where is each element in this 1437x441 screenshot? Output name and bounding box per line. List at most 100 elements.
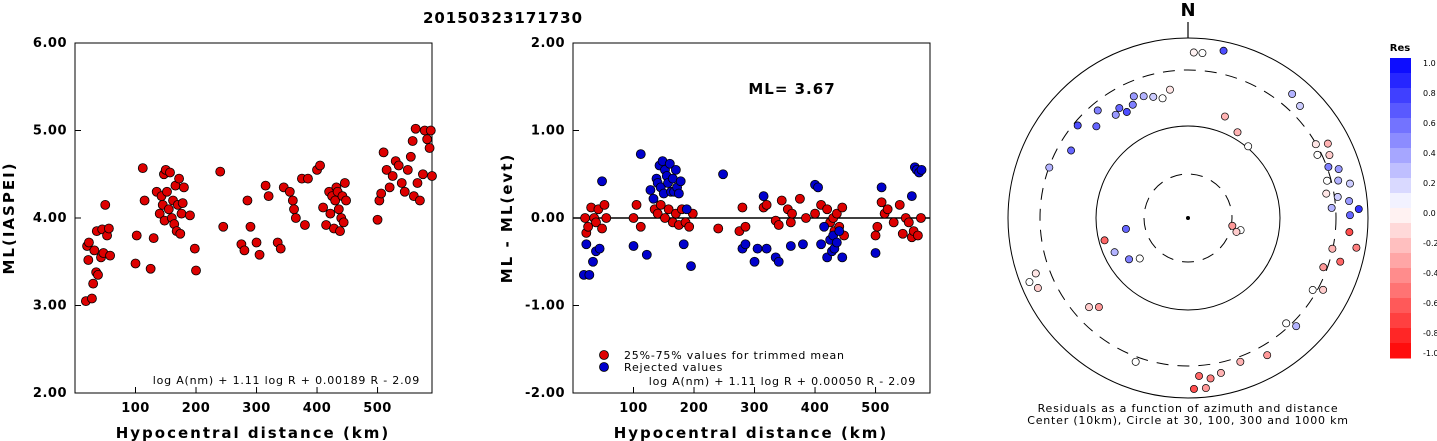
data-point bbox=[425, 125, 436, 136]
data-point bbox=[174, 173, 184, 184]
data-point bbox=[876, 182, 887, 193]
x-tick-label: 300 bbox=[242, 401, 271, 416]
colorbar-cell bbox=[1390, 253, 1411, 269]
data-point bbox=[673, 188, 684, 199]
data-point bbox=[597, 176, 607, 187]
panel1-y-axis-label: ML(IASPEI) bbox=[0, 161, 18, 274]
data-point bbox=[837, 202, 848, 213]
station-point bbox=[1228, 221, 1237, 230]
data-point bbox=[87, 293, 97, 304]
x-tick-label: 300 bbox=[740, 401, 769, 416]
y-tick-label: -1.00 bbox=[525, 299, 565, 314]
data-point bbox=[325, 208, 336, 219]
data-point bbox=[758, 191, 769, 202]
station-point bbox=[1093, 106, 1102, 115]
y-tick-label: 2.00 bbox=[33, 386, 67, 401]
data-point bbox=[773, 220, 784, 230]
station-point bbox=[1327, 204, 1336, 212]
x-tick-label: 100 bbox=[619, 401, 648, 416]
station-point bbox=[1334, 165, 1343, 174]
station-point bbox=[1220, 112, 1229, 121]
data-point bbox=[686, 261, 696, 272]
station-point bbox=[1198, 49, 1207, 57]
data-point bbox=[740, 239, 751, 250]
data-point bbox=[776, 195, 787, 206]
colorbar-cell bbox=[1390, 283, 1411, 299]
data-point bbox=[594, 243, 605, 254]
station-point bbox=[1085, 303, 1093, 312]
colorbar-title: Res bbox=[1390, 43, 1410, 54]
data-point bbox=[822, 204, 833, 215]
station-point bbox=[1319, 263, 1328, 272]
ring-1000km bbox=[1007, 37, 1369, 399]
data-point bbox=[89, 245, 100, 256]
station-point bbox=[1135, 254, 1144, 263]
data-point bbox=[660, 213, 670, 223]
colorbar-ticks: 1.0 0.8 0.6 0.4 0.2 0.0 -0.2 -0.4 -0.6 -0.8 -1.0 bbox=[1423, 59, 1437, 358]
data-point bbox=[872, 221, 883, 232]
x-tick-label: 200 bbox=[680, 401, 709, 416]
data-point bbox=[599, 199, 610, 210]
data-point bbox=[916, 164, 927, 175]
data-point bbox=[189, 243, 200, 254]
panel2-y-axis-label: ML - ML(evt) bbox=[498, 153, 516, 283]
station-point bbox=[1201, 384, 1210, 393]
data-point bbox=[405, 151, 416, 162]
data-point bbox=[816, 239, 826, 250]
y-tick-label: 1.00 bbox=[531, 124, 565, 139]
station-point bbox=[1296, 102, 1304, 110]
station-point bbox=[1322, 189, 1331, 198]
station-point bbox=[1073, 121, 1082, 130]
data-point bbox=[870, 230, 881, 241]
station-point bbox=[1236, 357, 1245, 366]
legend-marker-rejected bbox=[599, 362, 609, 372]
data-point bbox=[635, 221, 646, 232]
station-point bbox=[1323, 139, 1332, 148]
colorbar-tick-label: -0.2 bbox=[1423, 239, 1437, 248]
panel2-x-ticks: 100 200 300 400 500 bbox=[619, 387, 889, 416]
station-point bbox=[1346, 211, 1354, 220]
colorbar-cell bbox=[1390, 118, 1411, 134]
data-point bbox=[287, 195, 298, 206]
data-point bbox=[648, 193, 659, 204]
epicenter-marker bbox=[1186, 216, 1190, 220]
data-point bbox=[93, 269, 103, 280]
data-point bbox=[185, 210, 195, 221]
data-point bbox=[338, 217, 349, 228]
data-point bbox=[737, 202, 748, 213]
data-point bbox=[242, 195, 253, 206]
station-point bbox=[1100, 236, 1109, 245]
colorbar: Res 1.0 0.8 0.6 0.4 0.2 0.0 -0.2 -0.4 -0.6 -0.8 -1… bbox=[1390, 43, 1437, 359]
colorbar-tick-label: 0.4 bbox=[1423, 149, 1436, 158]
data-point bbox=[284, 186, 295, 197]
station-point bbox=[1354, 205, 1363, 214]
panel1-formula: log A(nm) + 1.11 log R + 0.00189 R - 2.0… bbox=[153, 374, 420, 387]
data-point bbox=[303, 173, 313, 184]
data-point bbox=[787, 208, 797, 219]
data-point bbox=[245, 221, 256, 232]
station-point bbox=[1263, 351, 1272, 360]
colorbar-cell bbox=[1390, 313, 1411, 329]
colorbar-cell bbox=[1390, 298, 1411, 314]
station-point bbox=[1319, 285, 1328, 294]
station-point bbox=[1336, 257, 1345, 266]
data-point bbox=[675, 176, 686, 187]
x-tick-label: 400 bbox=[303, 401, 332, 416]
data-point bbox=[597, 223, 607, 234]
panel2-y-ticks: -2.00 -1.00 0.00 1.00 2.00 bbox=[525, 36, 579, 401]
data-point bbox=[583, 221, 594, 232]
data-point bbox=[761, 199, 772, 210]
station-point bbox=[1131, 357, 1140, 366]
data-point bbox=[773, 256, 784, 267]
station-point bbox=[1129, 92, 1138, 101]
data-point bbox=[813, 182, 823, 193]
polar-caption-line2: Center (10km), Circle at 30, 100, 300 an… bbox=[1027, 414, 1349, 427]
colorbar-tick-label: -0.6 bbox=[1423, 299, 1437, 308]
data-point bbox=[100, 199, 111, 210]
data-point bbox=[580, 213, 591, 223]
north-label: N bbox=[1180, 0, 1195, 21]
colorbar-cell bbox=[1390, 88, 1411, 104]
station-point bbox=[1325, 151, 1334, 159]
data-point bbox=[670, 164, 681, 175]
data-point bbox=[83, 255, 94, 265]
